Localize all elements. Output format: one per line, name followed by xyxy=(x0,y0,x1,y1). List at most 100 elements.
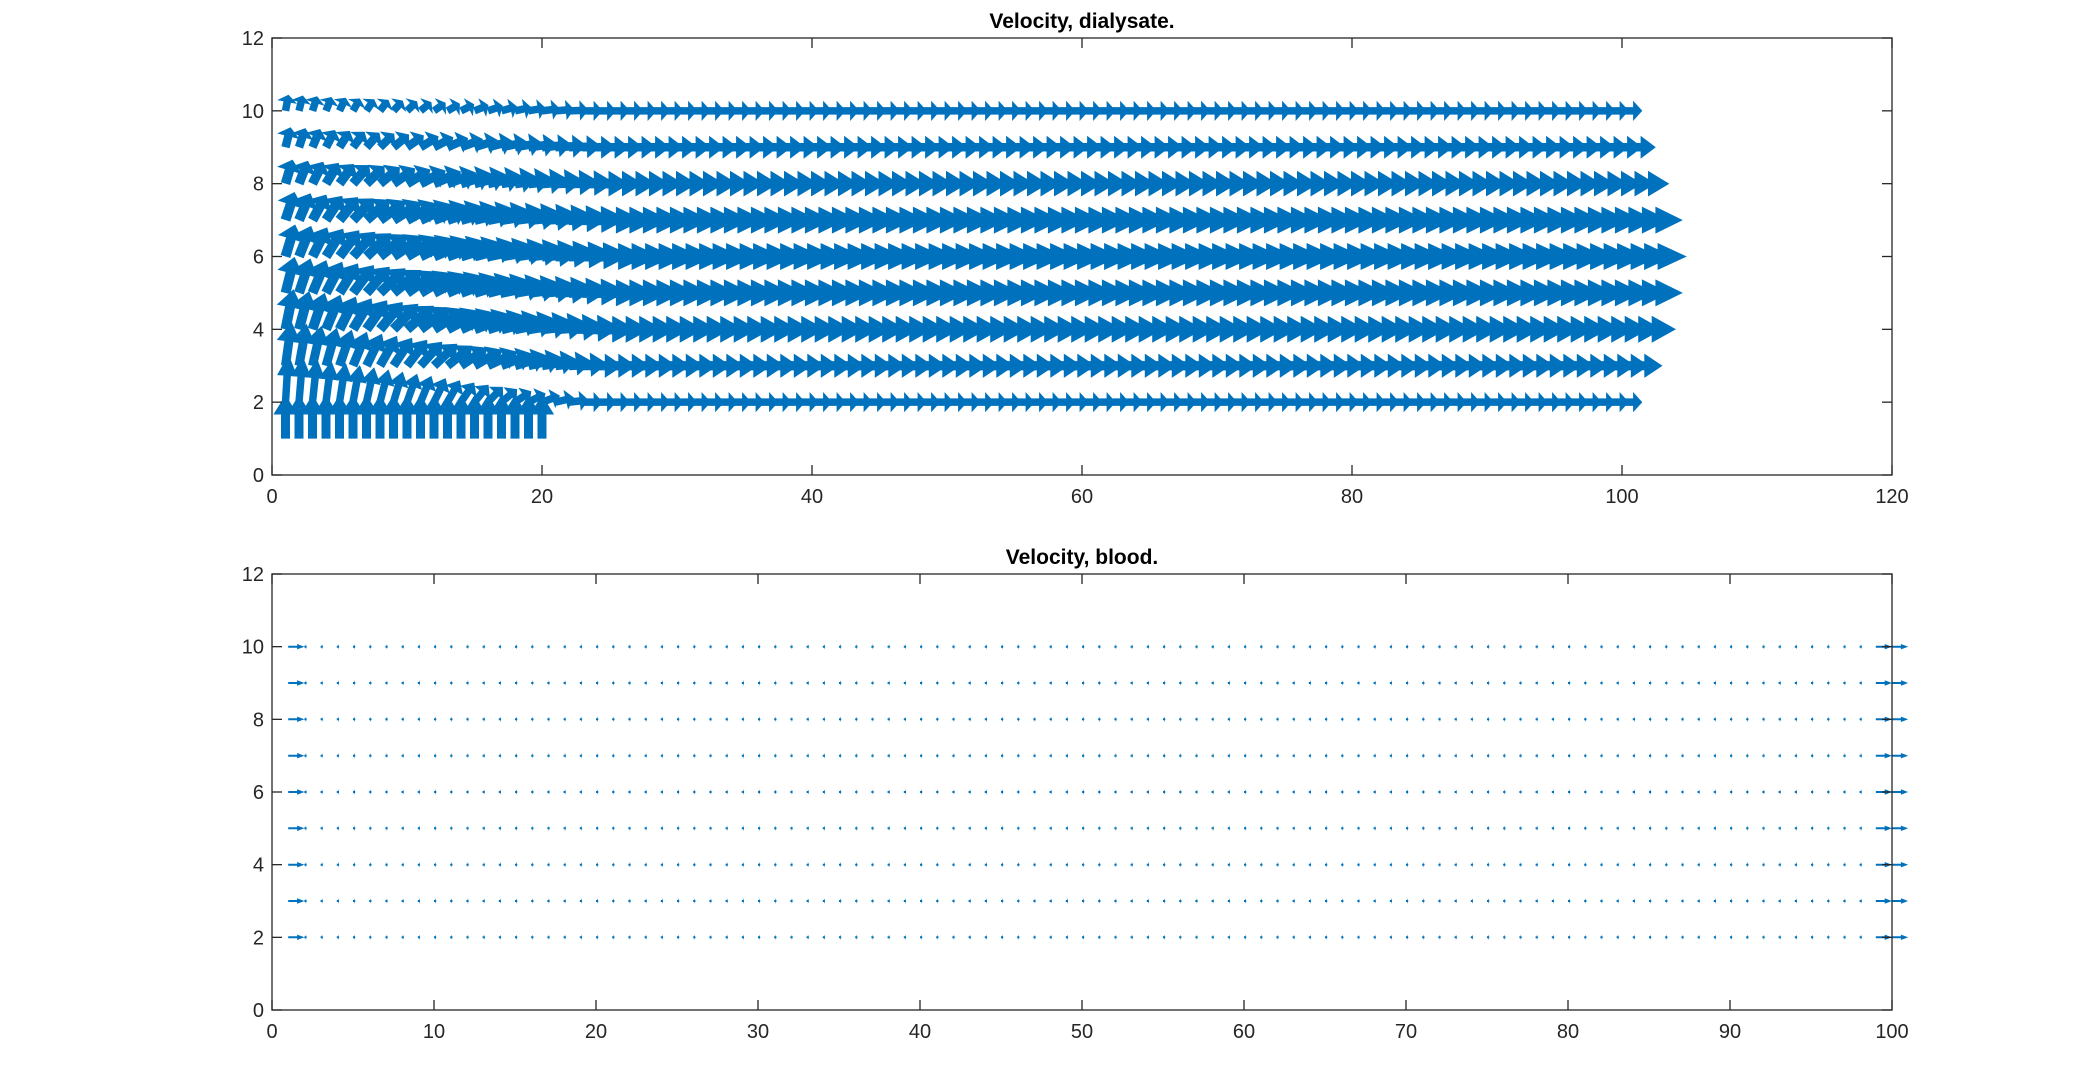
quiver-arrow xyxy=(306,129,328,149)
quiver-arrow xyxy=(1665,789,1668,795)
quiver-arrow xyxy=(1260,789,1263,795)
quiver-arrow xyxy=(1325,825,1328,831)
quiver-arrow xyxy=(434,753,437,759)
quiver-arrow xyxy=(482,789,485,795)
quiver-arrow xyxy=(984,716,988,722)
quiver-arrow xyxy=(1098,898,1101,904)
quiver-arrow xyxy=(903,789,907,795)
quiver-arrow xyxy=(1017,680,1020,686)
quiver-arrow xyxy=(1487,862,1490,868)
quiver-arrow xyxy=(1065,644,1069,650)
quiver-arrow xyxy=(644,716,647,722)
quiver-arrow xyxy=(596,644,599,650)
quiver-arrow xyxy=(1460,392,1481,413)
quiver-arrow xyxy=(531,789,534,795)
quiver-arrow xyxy=(1065,934,1069,940)
quiver-arrow xyxy=(1292,680,1295,686)
quiver-arrow xyxy=(1843,680,1846,686)
quiver-arrow xyxy=(1551,898,1555,904)
quiver-arrow xyxy=(1373,825,1376,831)
quiver-arrow xyxy=(984,753,988,759)
quiver-arrow xyxy=(353,716,356,722)
quiver-arrow xyxy=(1308,825,1312,831)
quiver-arrow xyxy=(1179,825,1182,831)
quiver-arrow xyxy=(920,862,923,868)
quiver-arrow xyxy=(1163,825,1166,831)
quiver-arrow xyxy=(1632,825,1636,831)
quiver-arrow xyxy=(1446,392,1467,413)
quiver-arrow xyxy=(974,100,995,121)
quiver-arrow xyxy=(839,392,860,413)
quiver-arrow xyxy=(1632,934,1636,940)
quiver-arrow xyxy=(555,99,575,121)
quiver-arrow xyxy=(1179,644,1182,650)
quiver-arrow xyxy=(462,394,487,439)
quiver-arrow xyxy=(515,862,518,868)
quiver-arrow xyxy=(1730,789,1733,795)
quiver-arrow xyxy=(1746,898,1749,904)
quiver-arrow xyxy=(336,753,340,759)
quiver-arrow xyxy=(628,862,631,868)
quiver-arrow xyxy=(394,394,420,439)
quiver-arrow xyxy=(704,392,725,413)
quiver-arrow xyxy=(444,345,473,370)
quiver-arrow xyxy=(482,716,485,722)
quiver-arrow xyxy=(852,100,873,121)
quiver-arrow xyxy=(1859,862,1862,868)
quiver-arrow xyxy=(1357,898,1360,904)
quiver-arrow xyxy=(362,333,386,368)
quiver-arrow xyxy=(563,680,566,686)
quiver-arrow xyxy=(693,825,696,831)
quiver-arrow xyxy=(790,825,793,831)
quiver-arrow xyxy=(321,162,344,187)
quiver-arrow xyxy=(974,392,995,413)
quiver-arrow xyxy=(305,358,326,403)
quiver-arrow xyxy=(1373,680,1376,686)
quiver-arrow xyxy=(709,789,712,795)
quiver-arrow xyxy=(709,862,712,868)
quiver-arrow xyxy=(1681,680,1684,686)
quiver-arrow xyxy=(952,716,955,722)
quiver-arrow xyxy=(903,825,907,831)
quiver-arrow xyxy=(1276,753,1279,759)
quiver-arrow xyxy=(968,753,971,759)
quiver-arrow xyxy=(376,234,408,261)
quiver-arrow xyxy=(1746,716,1749,722)
quiver-arrow xyxy=(377,131,396,151)
quiver-arrow xyxy=(305,325,330,367)
quiver-arrow xyxy=(385,862,388,868)
quiver-arrow xyxy=(320,753,323,759)
quiver-arrow xyxy=(385,898,388,904)
quiver-arrow xyxy=(1341,898,1344,904)
quiver-arrow xyxy=(498,644,502,650)
quiver-arrow xyxy=(984,789,988,795)
quiver-arrow xyxy=(1519,862,1522,868)
quiver-arrow xyxy=(579,716,583,722)
quiver-arrow xyxy=(466,825,469,831)
quiver-arrow xyxy=(650,392,671,413)
quiver-arrow xyxy=(1217,392,1238,413)
quiver-arrow xyxy=(1622,206,1683,234)
quiver-arrow xyxy=(1389,934,1393,940)
quiver-arrow xyxy=(612,716,615,722)
quiver-arrow xyxy=(1665,753,1668,759)
quiver-arrow xyxy=(1298,392,1319,413)
quiver-arrow xyxy=(563,825,566,831)
quiver-arrow xyxy=(1257,100,1278,121)
quiver-arrow xyxy=(903,862,907,868)
quiver-arrow xyxy=(693,934,696,940)
quiver-arrow xyxy=(1681,753,1684,759)
quiver-arrow xyxy=(349,131,369,150)
quiver-arrow xyxy=(401,789,404,795)
quiver-arrow xyxy=(1227,825,1231,831)
quiver-arrow xyxy=(952,934,955,940)
quiver-arrow xyxy=(1568,825,1571,831)
quiver-arrow xyxy=(291,323,316,367)
quiver-arrow xyxy=(1616,862,1619,868)
quiver-arrow xyxy=(825,100,846,121)
quiver-arrow xyxy=(1325,716,1328,722)
quiver-arrow xyxy=(1276,898,1279,904)
quiver-arrow xyxy=(435,394,460,439)
quiver-arrow xyxy=(547,789,550,795)
quiver-arrow xyxy=(1130,644,1133,650)
